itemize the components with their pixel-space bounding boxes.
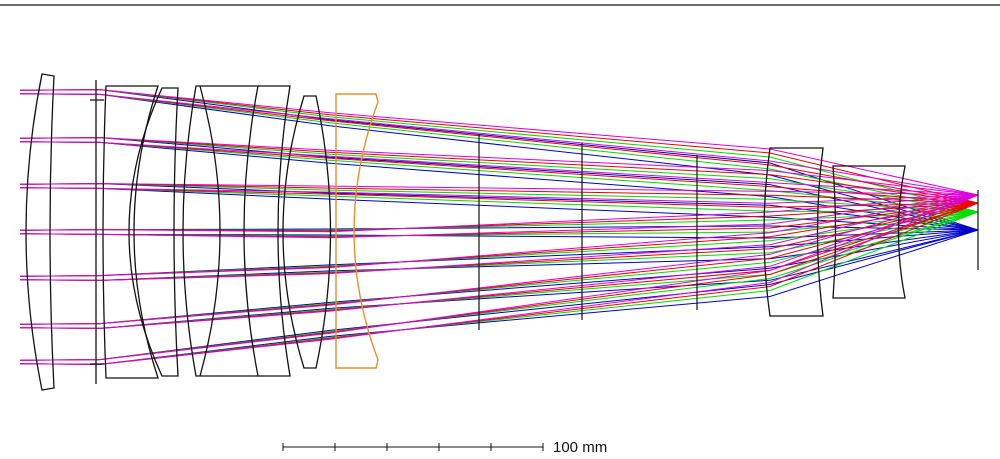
- ray: [19, 194, 979, 325]
- scale-bar: 100 mm: [282, 439, 607, 456]
- lens-2: [102, 85, 159, 379]
- ray: [19, 194, 979, 361]
- lens-1: [25, 73, 55, 391]
- ray: [19, 183, 979, 196]
- ray: [19, 93, 979, 196]
- ray: [19, 93, 979, 231]
- lens-3: [128, 87, 179, 377]
- ray: [19, 89, 979, 196]
- lens-7: [335, 93, 379, 369]
- ray: [19, 194, 979, 329]
- scale-ticks: [282, 443, 544, 451]
- ray: [19, 141, 979, 196]
- ray: [19, 137, 979, 196]
- lens-6: [282, 95, 332, 369]
- ray: [19, 194, 979, 365]
- lens-5: [199, 85, 291, 377]
- lens-8: [763, 147, 824, 317]
- scale-label: 100 mm: [553, 439, 607, 456]
- ray: [19, 187, 979, 204]
- ray: [19, 89, 979, 231]
- aperture-edge: [90, 80, 104, 384]
- ray: [19, 194, 979, 281]
- ray-bundles: [19, 89, 979, 365]
- lens-9: [832, 165, 906, 299]
- lens-elements: [25, 73, 979, 391]
